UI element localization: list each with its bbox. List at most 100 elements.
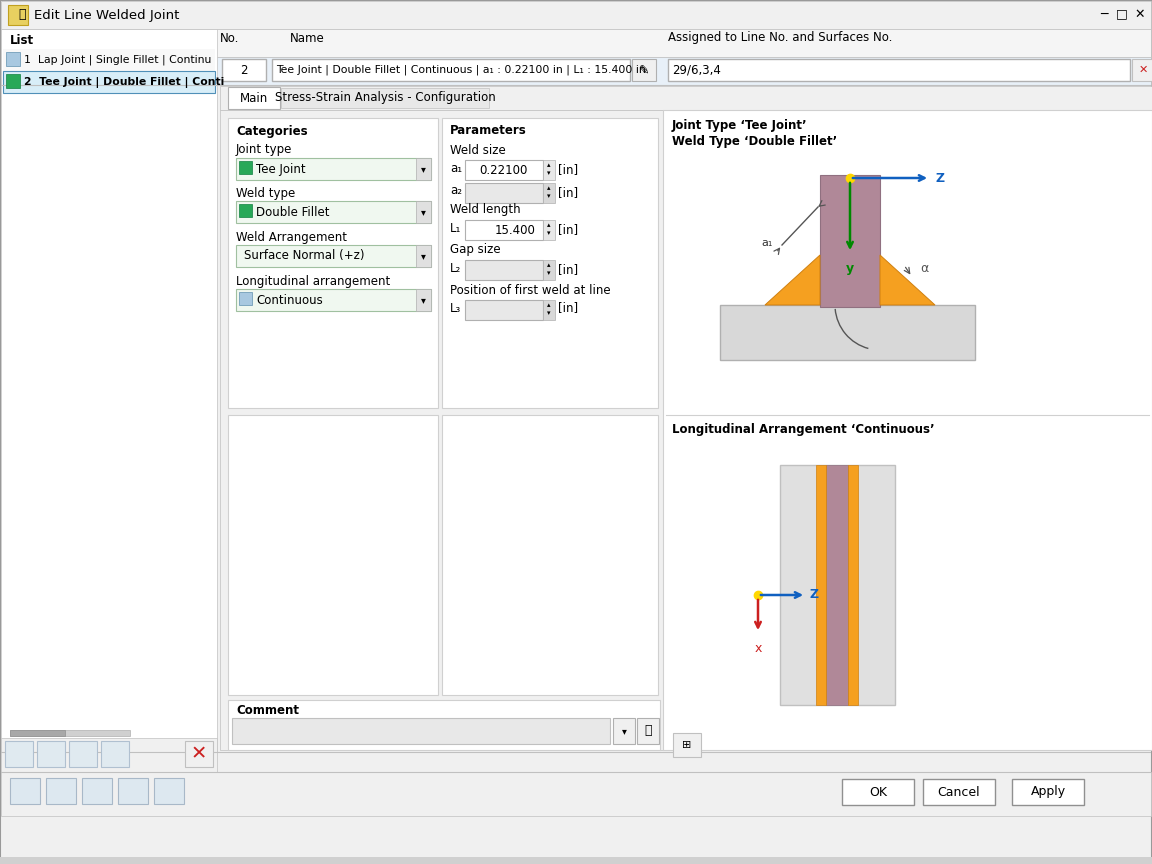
Text: Tee Joint | Double Fillet | Continuous | a₁ : 0.22100 in | L₁ : 15.400 in: Tee Joint | Double Fillet | Continuous |… — [276, 65, 646, 75]
Text: L₁: L₁ — [450, 221, 461, 234]
Bar — [6, 52, 20, 66]
Bar — [1, 29, 1151, 57]
Text: 1  Lap Joint | Single Fillet | Continu: 1 Lap Joint | Single Fillet | Continu — [24, 54, 211, 66]
Text: Assigned to Line No. and Surfaces No.: Assigned to Line No. and Surfaces No. — [668, 31, 893, 45]
Bar — [5, 741, 33, 767]
Text: ▾: ▾ — [547, 230, 551, 236]
Text: Edit Line Welded Joint: Edit Line Welded Joint — [35, 9, 180, 22]
Text: [in]: [in] — [558, 163, 578, 176]
Bar — [236, 245, 431, 267]
Text: ▴: ▴ — [547, 222, 551, 228]
Bar — [543, 183, 555, 203]
Text: ⊞: ⊞ — [682, 740, 691, 750]
Bar — [37, 741, 65, 767]
Bar — [780, 465, 895, 705]
Text: Surface Normal (+z): Surface Normal (+z) — [244, 250, 364, 263]
Text: ✕: ✕ — [1135, 8, 1145, 21]
Text: Weld length: Weld length — [450, 204, 521, 217]
Text: Position of first weld at line: Position of first weld at line — [450, 283, 611, 296]
Text: 15.400: 15.400 — [495, 224, 536, 237]
Text: ▾: ▾ — [420, 251, 425, 261]
Text: x: x — [755, 642, 761, 655]
Text: α: α — [920, 262, 929, 275]
Bar — [673, 733, 702, 757]
Bar — [637, 718, 659, 744]
Text: ▾: ▾ — [547, 193, 551, 199]
Text: [in]: [in] — [558, 224, 578, 237]
Text: Parameters: Parameters — [450, 124, 526, 137]
Text: ▴: ▴ — [547, 262, 551, 268]
Bar — [0, 857, 1152, 864]
Bar — [220, 110, 1152, 750]
Text: Weld Type ‘Double Fillet’: Weld Type ‘Double Fillet’ — [672, 135, 838, 148]
Bar — [543, 260, 555, 280]
Bar — [236, 158, 431, 180]
Bar — [1, 29, 217, 752]
Bar — [222, 59, 266, 81]
Bar — [236, 201, 431, 223]
Text: Longitudinal arrangement: Longitudinal arrangement — [236, 275, 391, 288]
Bar — [543, 220, 555, 240]
Text: 🔧: 🔧 — [18, 9, 25, 22]
Bar — [442, 415, 658, 695]
Bar — [10, 778, 40, 804]
Text: ▾: ▾ — [622, 726, 627, 736]
Text: Stress-Strain Analysis - Configuration: Stress-Strain Analysis - Configuration — [274, 92, 495, 105]
Text: Joint type: Joint type — [236, 143, 293, 156]
Text: ✎: ✎ — [638, 63, 650, 77]
Bar — [632, 59, 655, 81]
Text: ─: ─ — [1100, 8, 1108, 21]
Bar — [3, 71, 215, 93]
Text: L₃: L₃ — [450, 302, 461, 314]
Bar — [720, 305, 975, 360]
Bar — [465, 300, 543, 320]
Bar — [613, 718, 635, 744]
Bar — [543, 300, 555, 320]
Text: [in]: [in] — [558, 264, 578, 276]
Bar — [46, 778, 76, 804]
Text: Z: Z — [810, 588, 819, 601]
Bar — [281, 88, 488, 108]
Bar — [826, 465, 848, 705]
Text: ▾: ▾ — [547, 270, 551, 276]
Bar — [1011, 779, 1084, 805]
Bar — [10, 730, 130, 736]
Text: ▴: ▴ — [547, 162, 551, 168]
Text: a₂: a₂ — [450, 185, 462, 198]
Text: ▾: ▾ — [420, 295, 425, 305]
Bar — [1, 738, 217, 772]
Bar — [154, 778, 184, 804]
Bar — [272, 59, 630, 81]
Bar — [668, 59, 1130, 81]
Text: List: List — [10, 35, 35, 48]
Text: Joint Type ‘Tee Joint’: Joint Type ‘Tee Joint’ — [672, 119, 808, 132]
Bar — [238, 204, 252, 217]
Bar — [1, 1, 1151, 29]
Text: Longitudinal Arrangement ‘Continuous’: Longitudinal Arrangement ‘Continuous’ — [672, 423, 934, 436]
Bar — [1, 57, 1151, 85]
Polygon shape — [765, 255, 820, 305]
Text: ✕: ✕ — [191, 745, 207, 764]
Text: ⧉: ⧉ — [644, 725, 652, 738]
Text: [in]: [in] — [558, 187, 578, 200]
Bar — [238, 161, 252, 174]
Bar — [465, 260, 543, 280]
Text: Weld Arrangement: Weld Arrangement — [236, 231, 347, 244]
Text: a₁: a₁ — [761, 238, 773, 248]
Text: Cancel: Cancel — [938, 785, 980, 798]
Text: Weld size: Weld size — [450, 143, 506, 156]
Text: L₂: L₂ — [450, 262, 461, 275]
Bar — [664, 110, 1152, 750]
Bar — [923, 779, 995, 805]
Bar — [69, 741, 97, 767]
Bar — [465, 160, 543, 180]
Text: 0.22100: 0.22100 — [479, 163, 528, 176]
Bar — [238, 292, 252, 305]
Text: Double Fillet: Double Fillet — [256, 206, 329, 219]
Bar — [6, 74, 20, 88]
Text: ✕: ✕ — [1138, 65, 1147, 75]
Bar — [236, 289, 431, 311]
Text: [in]: [in] — [558, 302, 578, 314]
Text: Weld type: Weld type — [236, 187, 295, 200]
Bar — [228, 118, 438, 408]
